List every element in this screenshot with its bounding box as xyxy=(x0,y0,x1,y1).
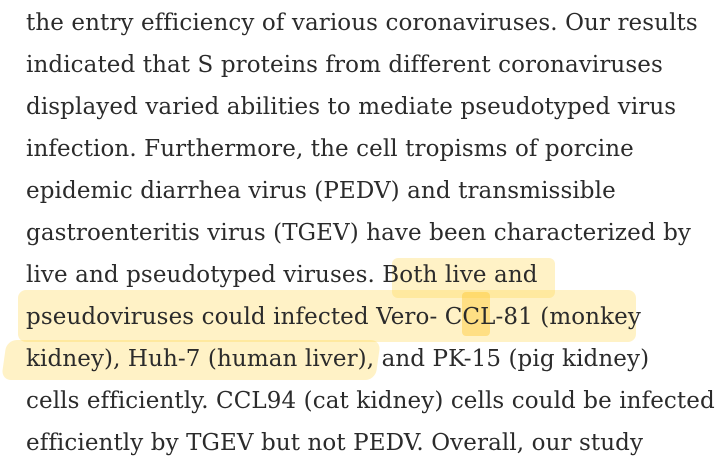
text-line: kidney), Huh-7 (human liver), and PK-15 … xyxy=(26,346,650,372)
text-line: cells efficiently. CCL94 (cat kidney) ce… xyxy=(26,388,715,414)
text-line: indicated that S proteins from different… xyxy=(26,52,663,78)
text-line: displayed varied abilities to mediate ps… xyxy=(26,94,677,120)
text-line: infection. Furthermore, the cell tropism… xyxy=(26,136,634,162)
text-line: the entry efficiency of various coronavi… xyxy=(26,10,698,36)
text-line: epidemic diarrhea virus (PEDV) and trans… xyxy=(26,178,616,204)
text-line: gastroenteritis virus (TGEV) have been c… xyxy=(26,220,691,246)
text-line: pseudoviruses could infected Vero- CCL-8… xyxy=(26,304,641,330)
text-line: live and pseudotyped viruses. Both live … xyxy=(26,262,538,288)
text-line: efficiently by TGEV but not PEDV. Overal… xyxy=(26,430,644,456)
